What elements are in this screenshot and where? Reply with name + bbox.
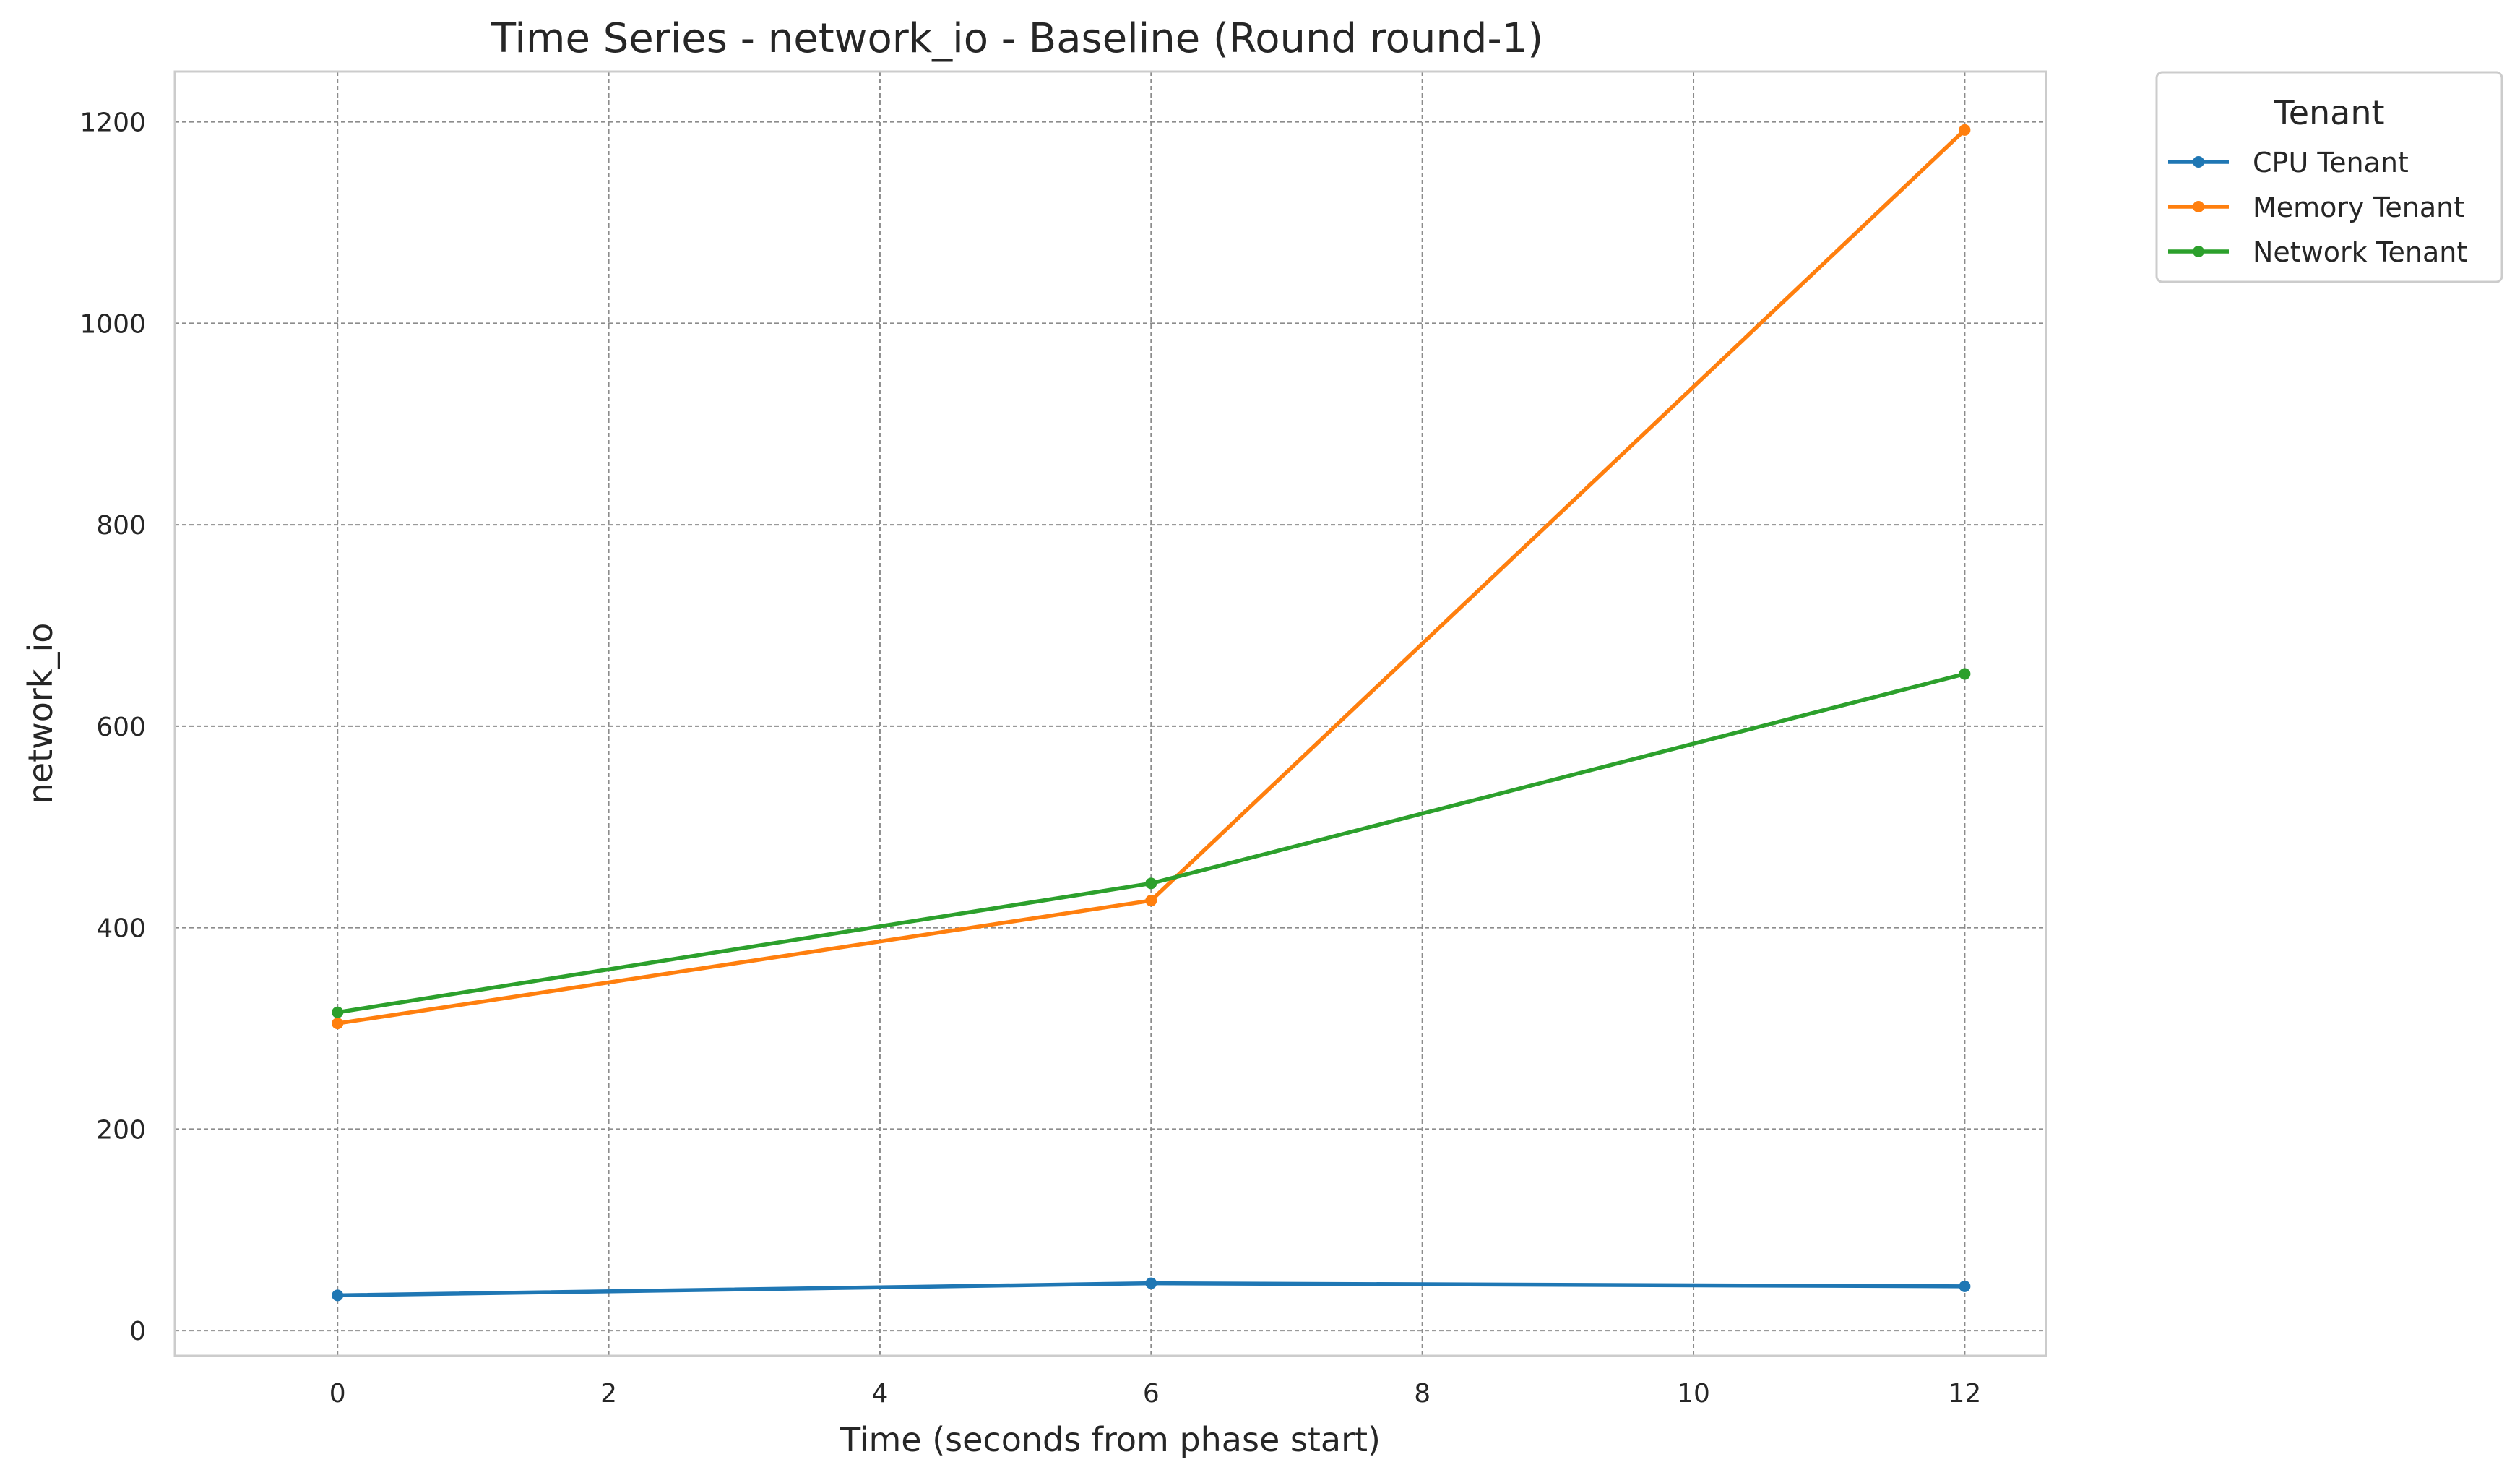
data-point-memory-tenant xyxy=(1145,895,1157,907)
plot-area xyxy=(175,72,2046,1356)
x-tick-label: 6 xyxy=(1143,1379,1160,1409)
x-tick-label: 10 xyxy=(1677,1379,1710,1409)
x-tick-label: 4 xyxy=(871,1379,888,1409)
legend-marker-network-tenant xyxy=(2193,246,2204,257)
y-tick-label: 1200 xyxy=(79,108,146,138)
y-tick-label: 200 xyxy=(96,1115,146,1145)
data-point-memory-tenant xyxy=(332,1018,344,1030)
plot-frame xyxy=(173,70,2048,1357)
y-axis-title: network_io xyxy=(21,623,60,804)
legend-marker-cpu-tenant xyxy=(2193,156,2204,168)
legend-label-network-tenant: Network Tenant xyxy=(2253,236,2467,268)
grid-lines xyxy=(175,72,2046,1356)
x-tick-label: 12 xyxy=(1948,1379,1981,1409)
legend-marker-memory-tenant xyxy=(2193,201,2204,212)
data-point-cpu-tenant xyxy=(1145,1277,1157,1289)
axis-ticks: 0 2 4 6 8 10 12 0 200 400 600 800 1000 1200 xyxy=(79,108,1981,1409)
y-tick-label: 400 xyxy=(96,914,146,944)
legend-label-memory-tenant: Memory Tenant xyxy=(2253,192,2464,223)
legend-label-cpu-tenant: CPU Tenant xyxy=(2253,147,2409,179)
x-tick-label: 2 xyxy=(600,1379,617,1409)
y-tick-label: 800 xyxy=(96,511,146,541)
data-point-network-tenant xyxy=(332,1006,344,1018)
x-tick-label: 8 xyxy=(1414,1379,1431,1409)
data-point-network-tenant xyxy=(1145,877,1157,890)
data-point-cpu-tenant xyxy=(332,1289,344,1302)
data-point-cpu-tenant xyxy=(1959,1280,1971,1292)
y-tick-label: 600 xyxy=(96,713,146,742)
legend-items: CPU Tenant Memory Tenant Network Tenant xyxy=(2168,147,2467,268)
series-lines xyxy=(332,124,1971,1302)
y-tick-label: 1000 xyxy=(79,309,146,339)
data-point-network-tenant xyxy=(1959,668,1971,680)
chart-title: Time Series - network_io - Baseline (Rou… xyxy=(491,15,1543,62)
data-point-memory-tenant xyxy=(1959,124,1971,136)
y-tick-label: 0 xyxy=(129,1317,146,1346)
x-axis-title: Time (seconds from phase start) xyxy=(840,1420,1381,1459)
legend-title: Tenant xyxy=(2273,93,2384,132)
legend: Tenant CPU Tenant Memory Tenant Network Te… xyxy=(2155,71,2503,283)
x-tick-label: 0 xyxy=(329,1379,346,1409)
legend-box xyxy=(2155,71,2503,283)
